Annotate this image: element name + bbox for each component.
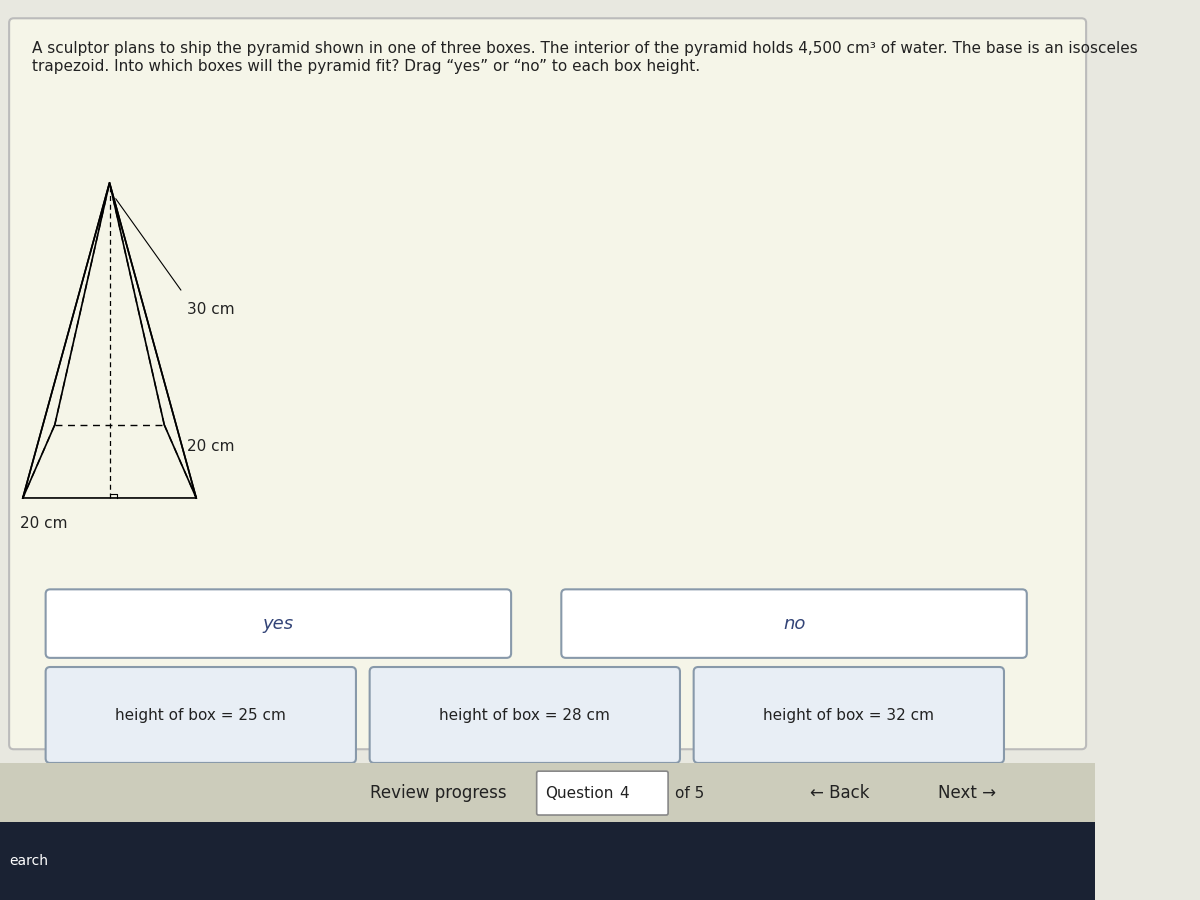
Text: Question: Question xyxy=(545,786,613,801)
Bar xyxy=(0,763,1096,823)
FancyBboxPatch shape xyxy=(562,590,1027,658)
Text: height of box = 28 cm: height of box = 28 cm xyxy=(439,708,611,723)
Text: A sculptor plans to ship the pyramid shown in one of three boxes. The interior o: A sculptor plans to ship the pyramid sho… xyxy=(32,41,1138,74)
Bar xyxy=(0,823,1096,900)
Text: yes: yes xyxy=(263,615,294,633)
Text: earch: earch xyxy=(10,854,48,868)
Text: no: no xyxy=(782,615,805,633)
FancyBboxPatch shape xyxy=(10,18,1086,749)
Text: height of box = 25 cm: height of box = 25 cm xyxy=(115,708,287,723)
FancyBboxPatch shape xyxy=(694,667,1004,763)
FancyBboxPatch shape xyxy=(370,667,680,763)
Text: height of box = 32 cm: height of box = 32 cm xyxy=(763,708,935,723)
Text: of 5: of 5 xyxy=(676,786,704,801)
Text: ← Back: ← Back xyxy=(810,784,870,802)
Text: Review progress: Review progress xyxy=(370,784,506,802)
Text: 20 cm: 20 cm xyxy=(187,438,235,454)
FancyBboxPatch shape xyxy=(46,667,356,763)
FancyBboxPatch shape xyxy=(536,771,668,815)
FancyBboxPatch shape xyxy=(46,590,511,658)
Text: 30 cm: 30 cm xyxy=(187,302,235,317)
Text: 4: 4 xyxy=(619,786,629,801)
Text: earch: earch xyxy=(5,842,48,857)
Text: Next →: Next → xyxy=(938,784,996,802)
Text: 20 cm: 20 cm xyxy=(20,517,67,531)
